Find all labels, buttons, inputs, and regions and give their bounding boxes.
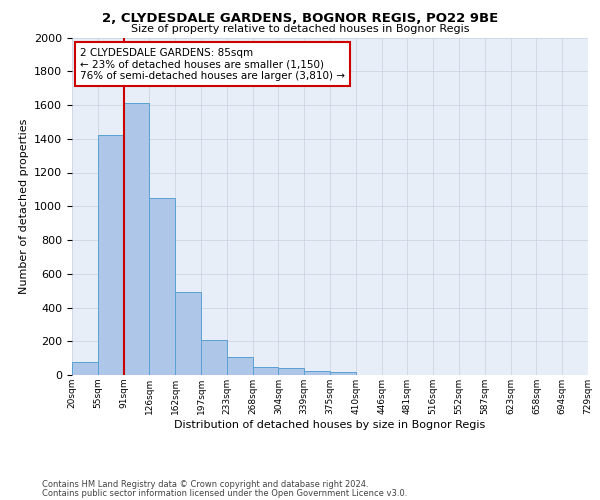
Bar [72, 362, 98, 375]
Bar [330, 372, 356, 375]
Text: Contains HM Land Registry data © Crown copyright and database right 2024.: Contains HM Land Registry data © Crown c… [42, 480, 368, 489]
Bar [98, 136, 124, 375]
Bar [149, 198, 175, 375]
X-axis label: Distribution of detached houses by size in Bognor Regis: Distribution of detached houses by size … [175, 420, 485, 430]
Y-axis label: Number of detached properties: Number of detached properties [19, 118, 29, 294]
Bar [124, 104, 149, 375]
Text: Contains public sector information licensed under the Open Government Licence v3: Contains public sector information licen… [42, 488, 407, 498]
Bar [227, 358, 253, 375]
Bar [304, 371, 330, 375]
Bar [278, 368, 304, 375]
Bar [175, 292, 201, 375]
Text: Size of property relative to detached houses in Bognor Regis: Size of property relative to detached ho… [131, 24, 469, 34]
Text: 2 CLYDESDALE GARDENS: 85sqm
← 23% of detached houses are smaller (1,150)
76% of : 2 CLYDESDALE GARDENS: 85sqm ← 23% of det… [80, 48, 345, 81]
Bar [253, 366, 278, 375]
Bar [201, 340, 227, 375]
Text: 2, CLYDESDALE GARDENS, BOGNOR REGIS, PO22 9BE: 2, CLYDESDALE GARDENS, BOGNOR REGIS, PO2… [102, 12, 498, 26]
